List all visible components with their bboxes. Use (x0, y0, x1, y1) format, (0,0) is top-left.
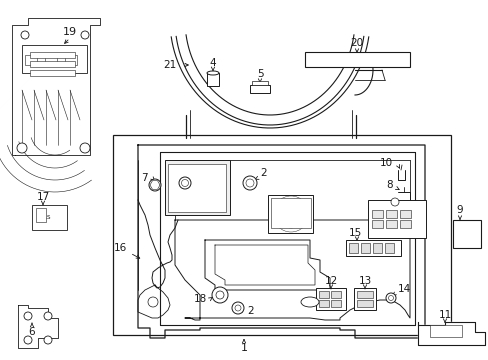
Bar (367, 200, 425, 238)
Text: 13: 13 (358, 276, 371, 286)
Text: 20: 20 (350, 38, 363, 48)
Bar (315, 288, 346, 310)
Bar (30, 70, 75, 76)
Bar (32, 205, 67, 230)
Text: 15: 15 (348, 228, 362, 238)
Bar (384, 243, 393, 253)
Circle shape (21, 31, 29, 39)
Circle shape (245, 179, 253, 187)
Circle shape (24, 336, 32, 344)
Circle shape (44, 312, 52, 320)
Bar (65, 55, 77, 65)
Bar (168, 164, 225, 212)
Bar (353, 288, 375, 310)
Bar (164, 160, 229, 215)
Ellipse shape (301, 297, 318, 307)
Text: 18: 18 (193, 294, 206, 304)
Circle shape (17, 143, 27, 153)
Circle shape (181, 180, 188, 186)
Text: 8: 8 (386, 180, 392, 190)
Polygon shape (417, 322, 484, 345)
Circle shape (387, 296, 393, 301)
Bar (371, 210, 382, 218)
Bar (22, 45, 87, 73)
Text: 3: 3 (171, 170, 178, 180)
Text: 7: 7 (141, 173, 148, 183)
Bar (385, 210, 396, 218)
Bar (305, 52, 409, 67)
Bar (399, 210, 410, 218)
Bar (385, 220, 396, 228)
Text: LS: LS (45, 215, 51, 220)
Bar (113, 135, 450, 335)
Bar (30, 61, 75, 67)
Bar (249, 85, 269, 93)
Bar (330, 291, 340, 298)
Circle shape (149, 179, 161, 191)
Text: 16: 16 (113, 243, 126, 253)
Circle shape (24, 312, 32, 320)
Bar (45, 55, 57, 65)
Bar (206, 73, 219, 86)
Bar (270, 198, 310, 228)
Text: 2: 2 (246, 306, 253, 316)
Bar (318, 291, 328, 298)
Circle shape (390, 198, 398, 206)
Ellipse shape (206, 71, 219, 75)
Bar (360, 243, 369, 253)
Text: 14: 14 (397, 284, 410, 294)
Bar (25, 55, 37, 65)
Polygon shape (12, 18, 100, 155)
Bar (356, 291, 372, 298)
Text: 2: 2 (260, 168, 266, 178)
Bar (371, 220, 382, 228)
Circle shape (212, 287, 227, 303)
Text: 10: 10 (379, 158, 392, 168)
Bar (330, 300, 340, 307)
Bar (452, 220, 480, 248)
Text: 21: 21 (163, 60, 176, 70)
Bar (372, 243, 381, 253)
Circle shape (216, 291, 224, 299)
Bar (267, 195, 312, 233)
Circle shape (179, 177, 191, 189)
Text: 19: 19 (63, 27, 77, 37)
Circle shape (231, 302, 244, 314)
Text: 17: 17 (36, 192, 49, 202)
Bar (348, 243, 357, 253)
Bar (346, 240, 400, 256)
Circle shape (44, 336, 52, 344)
Bar (399, 220, 410, 228)
Bar (251, 81, 267, 85)
Bar (429, 325, 461, 337)
Bar (30, 52, 75, 58)
Circle shape (235, 305, 241, 311)
Text: 6: 6 (29, 327, 35, 337)
Circle shape (243, 176, 257, 190)
Text: 4: 4 (209, 58, 216, 68)
Polygon shape (18, 305, 58, 348)
Text: 5: 5 (256, 69, 263, 79)
Circle shape (81, 31, 89, 39)
Text: 12: 12 (324, 276, 337, 286)
Circle shape (148, 297, 158, 307)
Bar (356, 300, 372, 307)
Bar (318, 300, 328, 307)
Text: 11: 11 (437, 310, 451, 320)
Circle shape (80, 143, 90, 153)
Text: 1: 1 (240, 343, 247, 353)
Circle shape (385, 293, 395, 303)
Text: 9: 9 (456, 205, 462, 215)
Bar (36, 208, 46, 222)
